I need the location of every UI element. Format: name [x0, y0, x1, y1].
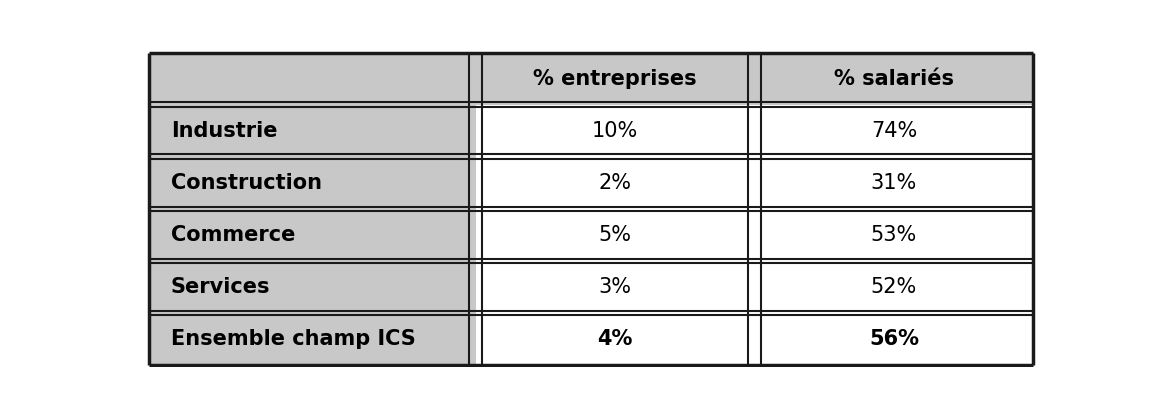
- Bar: [149, 157, 476, 209]
- Text: 31%: 31%: [871, 173, 917, 193]
- Bar: [476, 313, 754, 365]
- Text: Commerce: Commerce: [171, 225, 295, 245]
- Text: 4%: 4%: [597, 329, 633, 349]
- Text: 5%: 5%: [598, 225, 632, 245]
- Bar: [476, 209, 754, 261]
- Bar: [149, 105, 476, 157]
- Text: % entreprises: % entreprises: [534, 69, 698, 89]
- Bar: [149, 53, 476, 105]
- Bar: [754, 53, 1033, 105]
- Bar: [754, 105, 1033, 157]
- Text: % salariés: % salariés: [834, 69, 954, 89]
- Text: Construction: Construction: [171, 173, 322, 193]
- Text: 56%: 56%: [869, 329, 919, 349]
- Text: 52%: 52%: [871, 277, 917, 297]
- Text: Ensemble champ ICS: Ensemble champ ICS: [171, 329, 416, 349]
- Text: 74%: 74%: [871, 121, 917, 141]
- Bar: [149, 209, 476, 261]
- Text: 53%: 53%: [871, 225, 917, 245]
- Bar: [754, 209, 1033, 261]
- Text: Services: Services: [171, 277, 271, 297]
- Bar: [754, 157, 1033, 209]
- Bar: [754, 261, 1033, 313]
- Bar: [476, 157, 754, 209]
- Text: 3%: 3%: [598, 277, 632, 297]
- Bar: [149, 313, 476, 365]
- Bar: [476, 261, 754, 313]
- Bar: [476, 105, 754, 157]
- Bar: [149, 261, 476, 313]
- Bar: [476, 53, 754, 105]
- Text: Industrie: Industrie: [171, 121, 278, 141]
- Bar: [754, 313, 1033, 365]
- Text: 10%: 10%: [593, 121, 639, 141]
- Text: 2%: 2%: [598, 173, 632, 193]
